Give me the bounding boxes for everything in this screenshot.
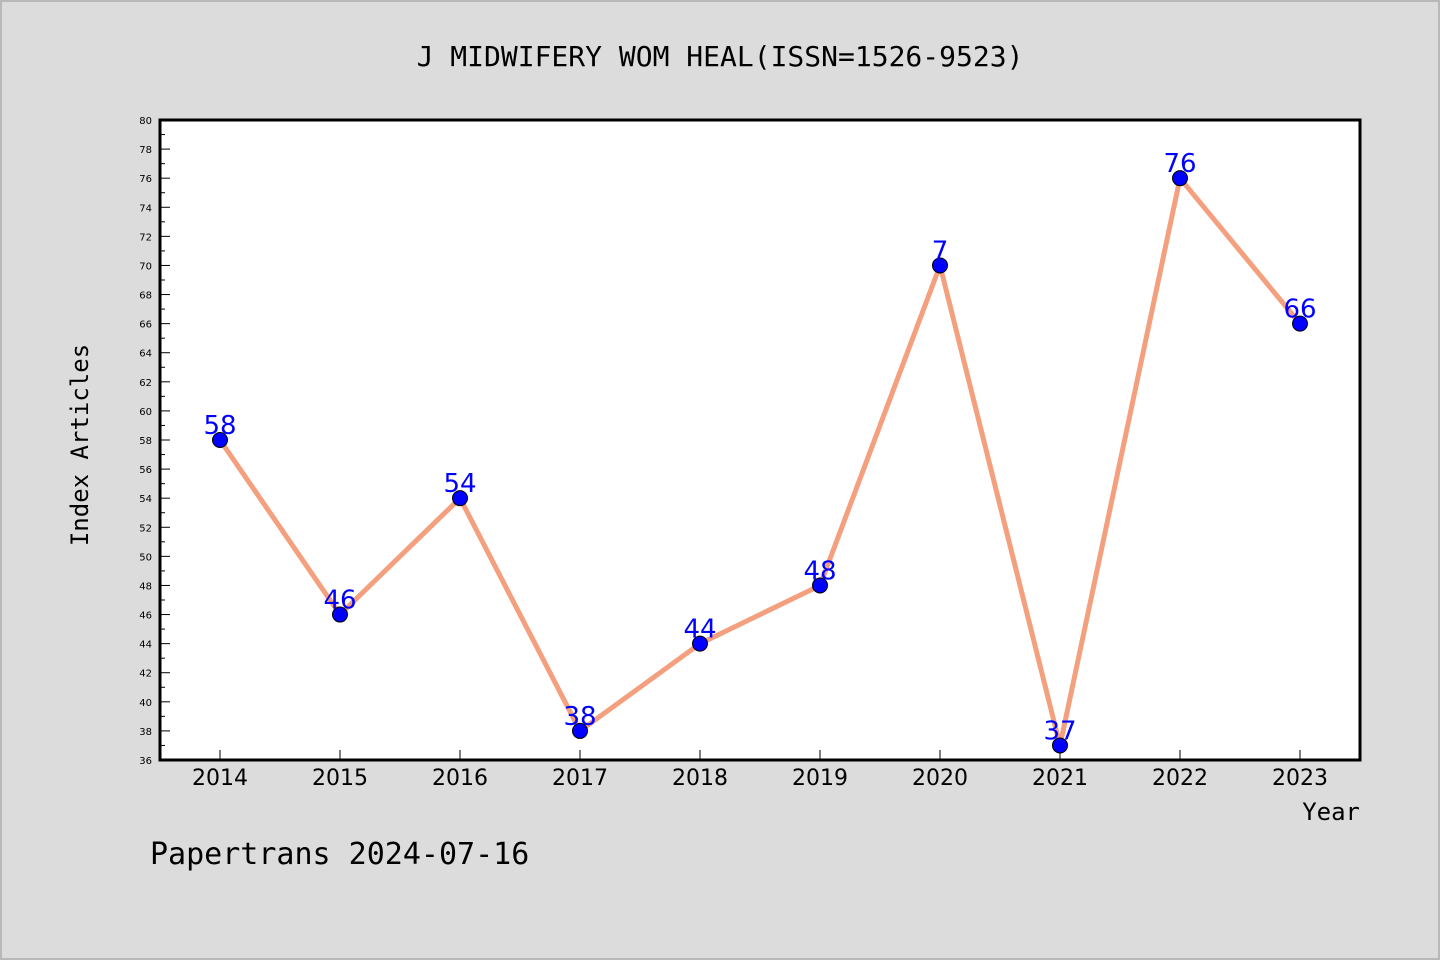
chart-title: J MIDWIFERY WOM HEAL(ISSN=1526-9523) xyxy=(417,40,1024,73)
data-point xyxy=(572,722,588,739)
data-label: 58 xyxy=(203,411,236,441)
y-tick-label: 60 xyxy=(139,407,152,418)
plot-area xyxy=(158,118,1362,762)
data-label: 46 xyxy=(323,586,356,616)
y-tick-label: 52 xyxy=(139,523,152,534)
data-label: 66 xyxy=(1283,295,1316,325)
data-label: 76 xyxy=(1163,149,1196,179)
data-label: 7 xyxy=(932,236,949,266)
y-tick-label: 42 xyxy=(139,669,152,680)
data-point xyxy=(1172,170,1188,187)
y-tick-label: 44 xyxy=(139,640,152,651)
x-tick-label: 2023 xyxy=(1272,766,1328,791)
data-label: 48 xyxy=(803,556,836,586)
y-axis-label: Index Articles xyxy=(66,344,94,546)
y-tick-label: 78 xyxy=(139,145,152,156)
footer-text: Papertrans 2024-07-16 xyxy=(150,837,529,872)
data-point xyxy=(692,635,708,652)
x-tick-label: 2022 xyxy=(1152,766,1208,791)
y-tick-label: 64 xyxy=(139,349,152,360)
data-point xyxy=(332,606,348,623)
data-point xyxy=(932,257,948,274)
data-label: 54 xyxy=(443,469,476,499)
data-point xyxy=(812,577,828,594)
y-tick-label: 72 xyxy=(139,232,152,243)
data-point xyxy=(212,432,228,448)
x-tick-label: 2020 xyxy=(912,766,968,791)
y-axis: 36 38 40 42 44 46 48 50 52 54 56 58 60 62 64 66 68 70 72 74… xyxy=(139,116,170,767)
y-tick-label: 74 xyxy=(139,203,152,214)
x-axis: 2014 2015 2016 2017 2018 2019 2020 2021 2022 2023 xyxy=(192,750,1328,791)
y-tick-label: 38 xyxy=(139,727,152,738)
y-tick-label: 80 xyxy=(139,116,152,127)
y-tick-label: 56 xyxy=(139,465,152,476)
y-tick-label: 48 xyxy=(139,581,152,592)
y-tick-label: 54 xyxy=(139,494,152,505)
x-tick-label: 2015 xyxy=(312,766,368,791)
y-tick-label: 50 xyxy=(139,552,152,563)
data-point xyxy=(1052,737,1068,754)
y-tick-label: 46 xyxy=(139,611,152,622)
series-line xyxy=(217,175,1303,748)
data-labels: 58 46 54 38 44 48 7 37 76 66 xyxy=(203,149,1316,746)
y-tick-label: 36 xyxy=(139,756,152,767)
x-axis-label: Year xyxy=(1302,798,1360,826)
x-tick-label: 2021 xyxy=(1032,766,1088,791)
data-point xyxy=(452,490,468,507)
data-points xyxy=(212,170,1308,754)
y-tick-label: 76 xyxy=(139,174,152,185)
y-tick-label: 66 xyxy=(139,320,152,331)
y-tick-label: 70 xyxy=(139,261,152,272)
y-tick-label: 62 xyxy=(139,378,152,389)
data-label: 38 xyxy=(563,702,596,732)
y-tick-label: 68 xyxy=(139,291,152,302)
x-tick-label: 2019 xyxy=(792,766,848,791)
x-tick-label: 2014 xyxy=(192,766,248,791)
x-tick-label: 2017 xyxy=(552,766,608,791)
data-label: 37 xyxy=(1043,716,1076,746)
x-tick-label: 2018 xyxy=(672,766,728,791)
y-tick-label: 40 xyxy=(139,698,152,709)
x-tick-label: 2016 xyxy=(432,766,488,791)
y-tick-label: 58 xyxy=(139,436,152,447)
data-label: 44 xyxy=(683,615,716,645)
data-point xyxy=(1292,315,1308,332)
